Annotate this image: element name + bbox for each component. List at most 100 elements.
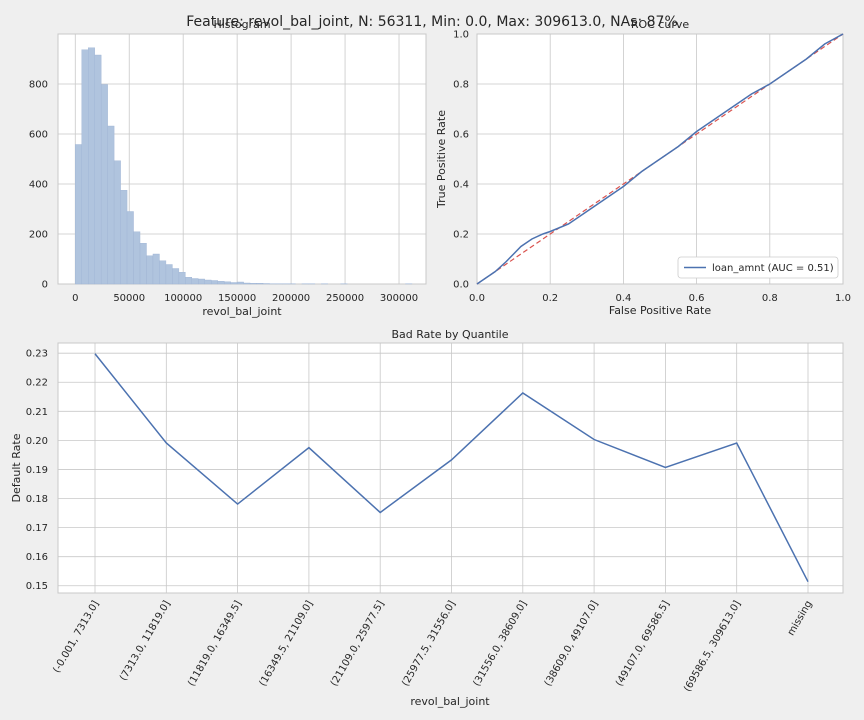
histogram-bar <box>159 260 167 285</box>
histogram-x-tick-label: 50000 <box>113 293 145 304</box>
bad-rate-gridlines <box>58 343 843 593</box>
histogram-bar <box>256 283 264 285</box>
histogram-y-tick-label: 200 <box>29 230 48 241</box>
bad-rate-panel: (-0.001, 7313.0] (7313.0, 11819.0] (11819.… <box>10 328 844 708</box>
roc-legend-box <box>677 256 839 279</box>
bad-rate-y-tick-label: 0.23 <box>26 349 48 360</box>
histogram-x-tick-label: 150000 <box>218 293 256 304</box>
histogram-bars <box>75 47 413 285</box>
roc-gridlines <box>476 33 844 285</box>
roc-y-tick-label: 0.0 <box>453 280 469 291</box>
bad-rate-x-tick-label: (49107.0, 69586.5] <box>614 599 672 688</box>
bad-rate-x-ticks: (-0.001, 7313.0] (7313.0, 11819.0] (11819.… <box>51 599 814 694</box>
histogram-bar <box>88 47 95 285</box>
bad-rate-x-tick-label: (7313.0, 11819.0] <box>118 599 173 683</box>
bad-rate-y-tick-label: 0.20 <box>26 436 48 447</box>
histogram-bar <box>211 280 218 285</box>
histogram-x-tick-label: 250000 <box>326 293 364 304</box>
roc-title: ROC curve <box>631 18 690 31</box>
roc-y-tick-label: 0.4 <box>453 180 469 191</box>
roc-y-tick-label: 0.2 <box>453 230 469 241</box>
roc-x-tick-label: 0.4 <box>615 293 631 304</box>
histogram-bar <box>133 231 141 285</box>
bad-rate-y-tick-label: 0.16 <box>26 552 48 563</box>
histogram-bar <box>230 282 238 285</box>
histogram-bar <box>217 281 225 285</box>
histogram-y-tick-label: 800 <box>29 80 48 91</box>
histogram-bar <box>236 281 244 285</box>
bad-rate-x-tick-label: (11819.0, 16349.5] <box>186 599 244 688</box>
roc-x-tick-label: 0.8 <box>762 293 778 304</box>
bad-rate-y-tick-label: 0.15 <box>26 581 48 592</box>
histogram-bar <box>204 279 212 285</box>
histogram-bar <box>165 264 173 285</box>
histogram-y-tick-label: 0 <box>42 280 48 291</box>
histogram-y-tick-label: 600 <box>29 130 48 141</box>
roc-x-label: False Positive Rate <box>609 304 711 317</box>
roc-y-tick-label: 1.0 <box>453 30 469 41</box>
histogram-bar <box>126 211 134 285</box>
histogram-bar <box>75 144 82 285</box>
roc-x-ticks: 0.0 0.2 0.4 0.6 0.8 1.0 <box>469 293 851 304</box>
bad-rate-y-ticks: 0.15 0.16 0.17 0.18 0.19 0.20 0.21 0.22 0.23 <box>26 349 48 593</box>
histogram-x-tick-label: 0 <box>72 293 78 304</box>
roc-x-tick-label: 1.0 <box>835 293 851 304</box>
roc-x-tick-label: 0.6 <box>689 293 705 304</box>
roc-curve-line <box>476 33 844 285</box>
histogram-bar <box>223 281 231 285</box>
figure-suptitle: Feature: revol_bal_joint, N: 56311, Min:… <box>186 14 678 30</box>
histogram-bar <box>113 160 121 285</box>
bad-rate-x-tick-label: (25977.5, 31556.0] <box>400 599 458 688</box>
bad-rate-x-tick-label: (69586.5, 309613.0] <box>682 599 743 694</box>
bad-rate-x-tick-label: (38609.0, 49107.0] <box>543 599 601 688</box>
roc-y-tick-label: 0.6 <box>453 130 469 141</box>
histogram-x-tick-label: 200000 <box>272 293 310 304</box>
roc-legend: loan_amnt (AUC = 0.51) <box>677 256 839 279</box>
bad-rate-y-tick-label: 0.17 <box>26 523 48 534</box>
bad-rate-x-tick-label: (21109.0, 25977.5] <box>329 599 387 688</box>
histogram-bar <box>120 190 128 285</box>
histogram-bar <box>152 253 160 285</box>
bad-rate-x-tick-label: (31556.0, 38609.0] <box>471 599 529 688</box>
roc-y-label: True Positive Rate <box>435 110 448 209</box>
histogram-x-label: revol_bal_joint <box>202 305 282 318</box>
roc-y-tick-label: 0.8 <box>453 80 469 91</box>
histogram-bar <box>191 278 199 285</box>
bad-rate-line <box>94 353 809 583</box>
histogram-y-ticks: 0 200 400 600 800 <box>29 80 48 291</box>
bad-rate-x-label: revol_bal_joint <box>410 695 490 708</box>
histogram-bar <box>139 243 147 285</box>
roc-y-ticks: 0.0 0.2 0.4 0.6 0.8 1.0 <box>453 30 469 291</box>
bad-rate-y-tick-label: 0.22 <box>26 378 48 389</box>
bad-rate-x-tick-label: missing <box>786 599 815 638</box>
histogram-bar <box>172 268 180 285</box>
histogram-bar <box>81 49 89 285</box>
roc-panel: 0.0 0.2 0.4 0.6 0.8 1.0 0.0 0.2 0.4 0.6 0.8 1.0 RO… <box>435 18 851 317</box>
bad-rate-y-tick-label: 0.21 <box>26 407 48 418</box>
roc-legend-label: loan_amnt (AUC = 0.51) <box>712 263 834 274</box>
histogram-x-tick-label: 100000 <box>164 293 202 304</box>
histogram-y-tick-label: 400 <box>29 180 48 191</box>
histogram-bar <box>262 283 270 285</box>
bad-rate-y-tick-label: 0.18 <box>26 494 48 505</box>
roc-x-tick-label: 0.2 <box>542 293 558 304</box>
histogram-bar <box>107 125 115 285</box>
bad-rate-x-tick-label: (16349.5, 21109.0] <box>258 599 316 688</box>
histogram-bar <box>146 255 154 285</box>
roc-x-tick-label: 0.0 <box>469 293 485 304</box>
histogram-title: Histogram <box>213 18 270 31</box>
histogram-bar <box>198 278 205 285</box>
bad-rate-y-label: Default Rate <box>10 433 23 502</box>
histogram-x-ticks: 0 50000 100000 150000 200000 250000 300000 <box>72 293 418 304</box>
histogram-bar <box>243 282 251 285</box>
bad-rate-title: Bad Rate by Quantile <box>391 328 508 341</box>
bad-rate-x-tick-label: (-0.001, 7313.0] <box>51 599 101 675</box>
bad-rate-plot-area <box>57 342 844 594</box>
histogram-bar <box>249 283 257 285</box>
histogram-bar <box>100 84 108 285</box>
histogram-bar <box>185 277 193 285</box>
histogram-bar <box>94 54 102 285</box>
bad-rate-y-tick-label: 0.19 <box>26 465 48 476</box>
histogram-bar <box>178 272 186 285</box>
